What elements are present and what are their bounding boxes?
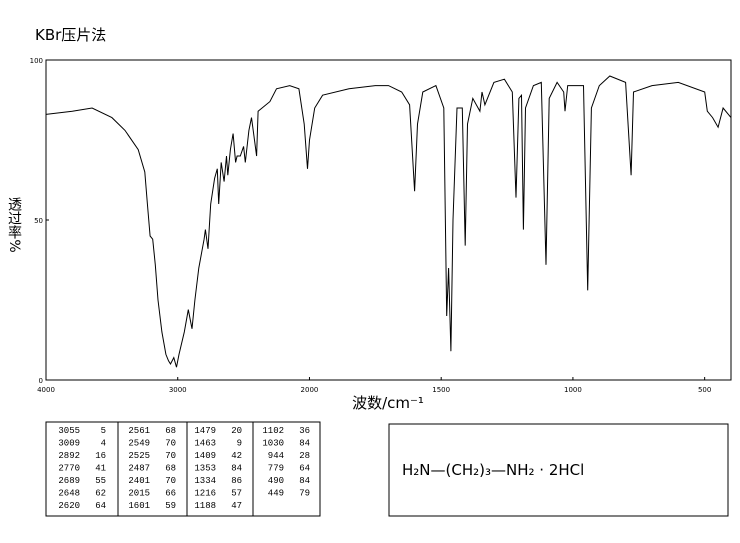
peak-wavenumber: 3055 bbox=[58, 426, 80, 436]
peak-wavenumber: 1463 bbox=[194, 439, 216, 449]
y-tick-label: 50 bbox=[34, 217, 43, 225]
peak-wavenumber: 2401 bbox=[128, 476, 150, 486]
peak-transmittance: 59 bbox=[165, 501, 176, 511]
peak-transmittance: 70 bbox=[165, 476, 176, 486]
peak-transmittance: 36 bbox=[299, 426, 310, 436]
peak-wavenumber: 1601 bbox=[128, 501, 150, 511]
peak-wavenumber: 2648 bbox=[58, 489, 80, 499]
peak-wavenumber: 1216 bbox=[194, 489, 216, 499]
peak-wavenumber: 1030 bbox=[262, 439, 284, 449]
peak-wavenumber: 2015 bbox=[128, 489, 150, 499]
peak-transmittance: 68 bbox=[165, 426, 176, 436]
y-tick-label: 0 bbox=[39, 377, 43, 385]
peak-wavenumber: 2549 bbox=[128, 439, 150, 449]
peak-wavenumber: 2689 bbox=[58, 476, 80, 486]
peak-wavenumber: 449 bbox=[268, 489, 284, 499]
peak-transmittance: 70 bbox=[165, 451, 176, 461]
peak-wavenumber: 1188 bbox=[194, 501, 216, 511]
y-tick-label: 100 bbox=[30, 57, 43, 65]
peak-transmittance: 9 bbox=[237, 439, 242, 449]
peak-wavenumber: 2770 bbox=[58, 464, 80, 474]
peak-wavenumber: 490 bbox=[268, 476, 284, 486]
peak-wavenumber: 1409 bbox=[194, 451, 216, 461]
peak-wavenumber: 3009 bbox=[58, 439, 80, 449]
peak-transmittance: 84 bbox=[231, 464, 242, 474]
peak-transmittance: 62 bbox=[95, 489, 106, 499]
peak-wavenumber: 2892 bbox=[58, 451, 80, 461]
peak-transmittance: 42 bbox=[231, 451, 242, 461]
x-axis-label: 波数/cm⁻¹ bbox=[352, 394, 424, 412]
peak-transmittance: 68 bbox=[165, 464, 176, 474]
x-tick-label: 1500 bbox=[432, 386, 450, 394]
peak-transmittance: 28 bbox=[299, 451, 310, 461]
x-tick-label: 2000 bbox=[301, 386, 319, 394]
peak-transmittance: 41 bbox=[95, 464, 106, 474]
peak-wavenumber: 1479 bbox=[194, 426, 216, 436]
x-tick-label: 4000 bbox=[37, 386, 55, 394]
peak-wavenumber: 2561 bbox=[128, 426, 150, 436]
peak-transmittance: 20 bbox=[231, 426, 242, 436]
y-axis-label: 透过率% bbox=[6, 197, 22, 252]
peak-transmittance: 66 bbox=[165, 489, 176, 499]
peak-wavenumber: 2620 bbox=[58, 501, 80, 511]
peak-transmittance: 79 bbox=[299, 489, 310, 499]
peak-wavenumber: 1353 bbox=[194, 464, 216, 474]
spectrum-line bbox=[45, 75, 732, 368]
peak-transmittance: 55 bbox=[95, 476, 106, 486]
peak-transmittance: 70 bbox=[165, 439, 176, 449]
peak-transmittance: 84 bbox=[299, 476, 310, 486]
chart-title: KBr压片法 bbox=[35, 26, 106, 44]
x-tick-label: 500 bbox=[698, 386, 711, 394]
x-tick-label: 1000 bbox=[564, 386, 582, 394]
peak-wavenumber: 779 bbox=[268, 464, 284, 474]
peak-transmittance: 16 bbox=[95, 451, 106, 461]
peak-wavenumber: 1102 bbox=[262, 426, 284, 436]
peak-wavenumber: 2487 bbox=[128, 464, 150, 474]
x-tick-label: 3000 bbox=[169, 386, 187, 394]
peak-transmittance: 5 bbox=[101, 426, 106, 436]
peak-transmittance: 86 bbox=[231, 476, 242, 486]
peak-table-frame bbox=[45, 421, 321, 517]
formula-frame bbox=[388, 423, 729, 517]
peak-transmittance: 64 bbox=[95, 501, 106, 511]
peak-wavenumber: 944 bbox=[268, 451, 284, 461]
peak-transmittance: 47 bbox=[231, 501, 242, 511]
peak-transmittance: 4 bbox=[101, 439, 106, 449]
peak-transmittance: 84 bbox=[299, 439, 310, 449]
formula: H₂N—(CH₂)₃—NH₂ · 2HCl bbox=[402, 461, 584, 479]
peak-wavenumber: 1334 bbox=[194, 476, 216, 486]
peak-transmittance: 57 bbox=[231, 489, 242, 499]
peak-wavenumber: 2525 bbox=[128, 451, 150, 461]
peak-transmittance: 64 bbox=[299, 464, 310, 474]
